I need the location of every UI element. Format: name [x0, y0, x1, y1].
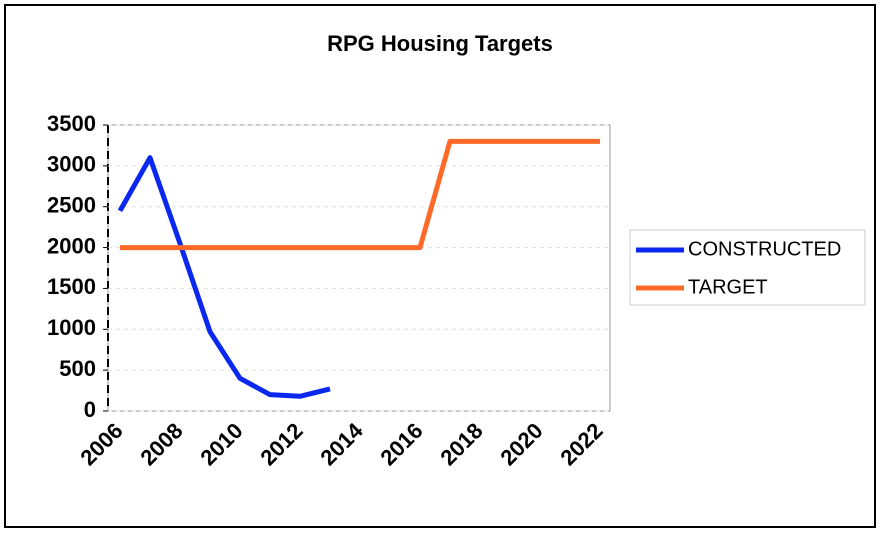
y-tick-label: 500 — [59, 356, 96, 381]
legend-label: CONSTRUCTED — [688, 238, 841, 260]
y-tick-label: 3500 — [47, 111, 96, 136]
y-tick-label: 2000 — [47, 233, 96, 258]
series-line — [117, 155, 331, 399]
plot-area — [107, 124, 611, 412]
y-tick-label: 0 — [84, 397, 96, 422]
series-line — [120, 138, 600, 251]
y-tick-label: 1500 — [47, 274, 96, 299]
y-tick-label: 1000 — [47, 315, 96, 340]
chart-title: RPG Housing Targets — [327, 31, 553, 56]
legend — [629, 229, 866, 306]
legend-label: TARGET — [688, 276, 768, 298]
y-tick-label: 3000 — [47, 152, 96, 177]
y-tick-label: 2500 — [47, 193, 96, 218]
